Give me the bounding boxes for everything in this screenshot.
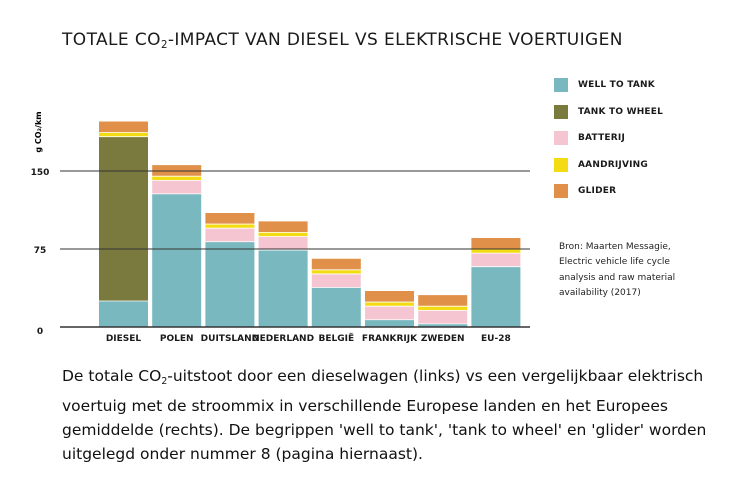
bar-belgie-batterij [311,273,361,288]
bar-polen-batterij [152,180,202,194]
bar-nederland-glider [258,220,308,233]
bar-eu-28-glider [471,237,521,249]
bar-belgie-glider [311,258,361,270]
bar-frankrijk-aandrijving [365,302,414,307]
x-tick-label-belgie: BELGIË [318,333,354,344]
source-note: Bron: Maarten Messagie, Electric vehicle… [559,242,676,299]
legend-label-tank-to-wheel: TANK TO WHEEL [578,106,664,117]
x-tick-label-nederland: NEDERLAND [252,334,314,344]
bar-belgie-well-to-tank [311,287,361,327]
bar-nederland-well-to-tank [258,250,308,327]
legend-swatch-batterij [554,131,568,146]
bar-diesel-aandrijving [99,132,148,137]
legend-label-batterij: BATTERIJ [578,133,625,144]
legend-swatch-well-to-tank [554,78,568,93]
y-tick-label-0: 0 [37,327,43,337]
gridlines [60,170,530,250]
figure-caption: De totale CO2-uitstoot door een dieselwa… [62,367,707,463]
legend-swatch-aandrijving [554,157,568,172]
bar-duitsland-aandrijving [205,224,255,229]
bar-eu-28-batterij [471,253,521,267]
bar-duitsland-well-to-tank [205,241,255,327]
bar-groups [99,120,521,327]
x-tick-label-polen: POLEN [160,334,194,344]
legend-swatch-tank-to-wheel [554,104,568,119]
x-tick-label-eu-28: EU-28 [481,334,511,344]
bar-diesel-well-to-tank [99,301,148,327]
bar-frankrijk-glider [365,290,414,303]
bar-diesel-tank-to-wheel [99,136,148,301]
bar-group-frankrijk [365,290,414,327]
legend: WELL TO TANK TANK TO WHEEL BATTERIJ AAND… [554,72,663,205]
bar-group-polen [152,164,202,327]
bar-eu-28-well-to-tank [471,266,521,327]
bar-nederland-batterij [258,236,308,251]
bar-belgie-aandrijving [311,269,361,274]
bar-zweden-batterij [418,310,468,324]
legend-swatch-glider [554,184,568,199]
bar-duitsland-glider [205,212,255,225]
x-tick-label-diesel: DIESEL [106,334,142,344]
x-tick-label-duitsland: DUITSLAND [201,334,259,344]
legend-label-aandrijving: AANDRIJVING [578,159,648,170]
bar-nederland-aandrijving [258,232,308,237]
legend-label-well-to-tank: WELL TO TANK [578,80,655,91]
bar-polen-aandrijving [152,176,202,181]
bar-zweden-well-to-tank [418,323,468,327]
bar-zweden-glider [418,294,468,307]
x-tick-label-frankrijk: FRANKRIJK [362,334,418,344]
legend-label-glider: GLIDER [578,186,617,197]
legend-item-well-to-tank: WELL TO TANK [554,72,663,99]
bar-group-duitsland [205,212,255,327]
bar-group-diesel [99,120,148,327]
bar-polen-well-to-tank [152,193,202,327]
y-tick-label-75: 75 [34,246,47,256]
y-axis-label: g CO₂/km [34,111,43,152]
x-tick-label-zweden: ZWEDEN [421,334,465,344]
bar-group-zweden [418,294,468,327]
bar-group-nederland [258,220,308,327]
legend-item-tank-to-wheel: TANK TO WHEEL [554,99,663,126]
bar-frankrijk-well-to-tank [365,319,414,327]
y-tick-label-150: 150 [31,168,50,178]
bar-eu-28-aandrijving [471,249,521,254]
bar-diesel-glider [99,121,148,133]
bar-frankrijk-batterij [365,306,414,320]
bar-group-eu-28 [471,237,521,327]
chart-title: TOTALE CO2-IMPACT VAN DIESEL VS ELEKTRIS… [62,30,623,52]
legend-item-aandrijving: AANDRIJVING [554,152,663,179]
bar-duitsland-batterij [205,228,255,242]
bar-group-belgie [311,257,361,327]
bar-zweden-aandrijving [418,306,468,311]
legend-item-batterij: BATTERIJ [554,125,663,152]
legend-item-glider: GLIDER [554,178,663,205]
